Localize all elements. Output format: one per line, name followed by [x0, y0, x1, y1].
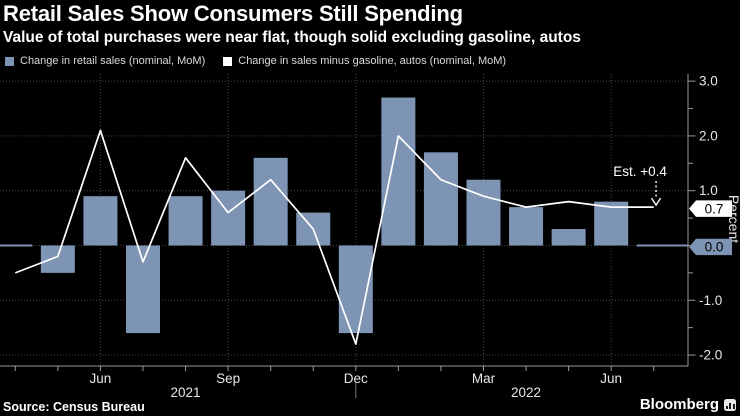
retail-sales-bar: [509, 207, 544, 246]
retail-sales-bar: [211, 190, 246, 246]
bloomberg-wordmark: Bloomberg: [639, 396, 719, 413]
y-tick-label: -1.0: [699, 293, 722, 308]
annotation-arrowhead-icon: [650, 197, 662, 207]
legend-swatch-line-icon: [223, 56, 233, 66]
legend-label-retail-sales: Change in retail sales (nominal, MoM): [20, 55, 206, 67]
y-tick-label: 1.0: [699, 183, 718, 198]
x-year-label: 2021: [171, 385, 201, 400]
bar-value-badge: [689, 238, 732, 256]
retail-sales-bar: [40, 245, 75, 273]
badge-value-label: 0.7: [705, 201, 724, 216]
retail-sales-bar: [125, 245, 160, 334]
x-month-label: Jun: [90, 371, 112, 386]
retail-sales-bar: [551, 229, 586, 246]
retail-sales-bar: [466, 179, 501, 246]
y-tick-label: 3.0: [699, 74, 718, 89]
source-note: Source: Census Bureau: [3, 400, 145, 414]
badge-value-label: 0.0: [705, 240, 724, 255]
chart-legend: Change in retail sales (nominal, MoM) Ch…: [5, 55, 506, 67]
legend-label-ex-gas-autos: Change in sales minus gasoline, autos (n…: [238, 55, 507, 67]
retail-sales-bar: [83, 196, 118, 246]
retail-sales-bar: [381, 97, 416, 246]
legend-item-retail-sales: Change in retail sales (nominal, MoM): [5, 55, 205, 67]
x-year-label: 2022: [511, 385, 541, 400]
legend-swatch-bar-icon: [5, 56, 14, 66]
x-month-label: Mar: [472, 371, 496, 386]
x-month-label: Dec: [344, 371, 368, 386]
ex-gas-autos-line: [14, 129, 654, 345]
x-month-label: Jun: [600, 371, 622, 386]
retail-sales-bar: [253, 157, 288, 246]
line-value-badge: [689, 200, 732, 217]
y-tick-label: -2.0: [699, 348, 722, 363]
x-month-label: Sep: [216, 371, 240, 386]
chart-title: Retail Sales Show Consumers Still Spendi…: [3, 1, 463, 26]
retail-sales-bar: [168, 196, 203, 246]
y-tick-label: 2.0: [699, 128, 718, 143]
retail-sales-bar: [594, 201, 629, 246]
estimate-annotation: Est. +0.4: [613, 164, 667, 179]
bloomberg-logo: Bloomberg: [640, 396, 736, 413]
chart-subtitle: Value of total purchases were near flat,…: [3, 29, 581, 46]
legend-item-ex-gas-autos: Change in sales minus gasoline, autos (n…: [223, 55, 506, 67]
bloomberg-chart-icon: [724, 398, 736, 411]
